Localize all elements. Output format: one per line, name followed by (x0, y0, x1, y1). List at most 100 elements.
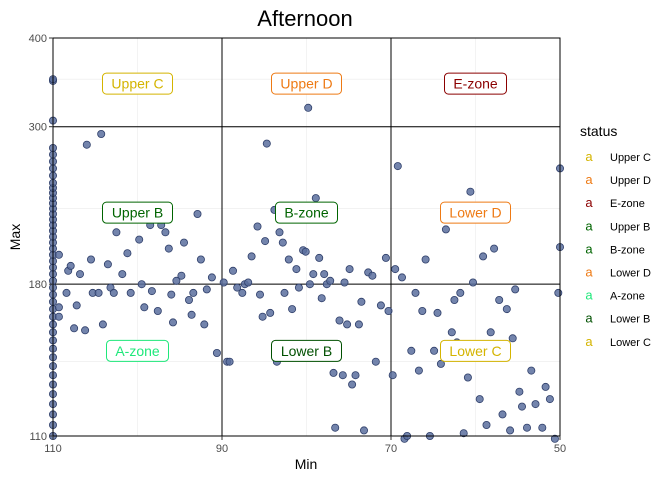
legend-key: a (585, 218, 593, 233)
plot-panel-border (52, 37, 561, 437)
legend-key: a (585, 265, 593, 280)
data-point (345, 265, 354, 274)
data-point (177, 271, 186, 280)
data-point (320, 270, 329, 279)
legend-item: a Lower C (585, 334, 651, 349)
zone-label: A-zone (106, 339, 169, 362)
chart-title: Afternoon (257, 6, 352, 31)
data-point (335, 316, 344, 325)
data-point (87, 255, 96, 264)
data-point (137, 280, 146, 289)
data-point (397, 273, 406, 282)
legend-label: Upper B (610, 221, 650, 233)
legend-title: status (580, 123, 617, 139)
data-point (288, 305, 297, 314)
data-point (255, 290, 264, 299)
legend-key: a (585, 288, 593, 303)
data-point (109, 288, 118, 297)
legend-label: Lower B (610, 314, 650, 326)
legend-label: Upper D (610, 175, 651, 187)
data-point (54, 312, 63, 321)
legend-label: B-zone (610, 244, 645, 256)
data-point (338, 371, 347, 380)
data-point (189, 288, 198, 297)
data-point (430, 346, 439, 355)
data-point (103, 260, 112, 269)
data-point (447, 328, 456, 337)
data-point (278, 238, 287, 247)
data-point (331, 423, 340, 432)
data-point (212, 348, 221, 357)
data-point (247, 252, 256, 261)
data-point (508, 334, 517, 343)
data-point (161, 228, 170, 237)
data-point (123, 249, 132, 258)
data-point (391, 265, 400, 274)
data-point (541, 382, 550, 391)
data-point (518, 402, 527, 411)
zone-label: Upper C (102, 72, 173, 95)
plot-panel-frame (52, 37, 561, 437)
data-point (407, 346, 416, 355)
grid-lines (52, 37, 561, 437)
legend-key: a (585, 241, 593, 256)
y-tick-label: 400 (29, 33, 47, 45)
data-point (376, 301, 385, 310)
data-point (418, 306, 427, 315)
data-point (329, 368, 338, 377)
x-tick-label: 90 (216, 443, 228, 455)
x-axis-label: Min (295, 456, 318, 472)
zone-label: B-zone (275, 201, 338, 224)
data-point (233, 283, 242, 292)
data-point (371, 357, 380, 366)
zone-label: Upper D (271, 72, 342, 95)
data-point (531, 400, 540, 409)
legend-key: a (585, 195, 593, 210)
data-point (393, 162, 402, 171)
data-point (359, 426, 368, 435)
zone-label: E-zone (444, 72, 507, 95)
legend-key: a (585, 334, 593, 349)
data-point (253, 222, 262, 231)
legend-key: a (585, 149, 593, 164)
data-point (82, 140, 91, 149)
legend-key: a (585, 311, 593, 326)
zone-label: Upper B (102, 201, 173, 224)
data-point (262, 139, 271, 148)
data-point (468, 278, 477, 287)
data-point (135, 235, 144, 244)
data-point (554, 288, 563, 297)
data-point (275, 228, 284, 237)
data-point (315, 253, 324, 262)
data-point (172, 276, 181, 285)
legend-label: Lower D (610, 268, 651, 280)
data-point (486, 328, 495, 337)
y-tick-label: 180 (29, 279, 47, 291)
data-point (284, 255, 293, 264)
zone-label-text: A-zone (115, 343, 160, 359)
legend-item: a B-zone (585, 241, 644, 256)
data-point (261, 237, 270, 246)
zone-label-box (102, 72, 173, 95)
legend-item: a Lower D (585, 265, 651, 280)
data-point (97, 129, 106, 138)
legend-item: a E-zone (585, 195, 644, 210)
zone-labels: Upper C Upper D E-zone Upper B B-zone Lower D… (102, 72, 511, 362)
zone-label-box (275, 201, 338, 224)
data-point (94, 288, 103, 297)
data-point (456, 288, 465, 297)
data-point (433, 308, 442, 317)
data-point (515, 387, 524, 396)
data-point (459, 429, 468, 438)
data-point (479, 252, 488, 261)
legend-label: E-zone (610, 198, 645, 210)
legend-item: a Upper B (585, 218, 650, 233)
data-point (228, 266, 237, 275)
data-point (118, 270, 127, 279)
zone-label: Lower B (271, 339, 342, 362)
data-point (311, 194, 320, 203)
zone-label-text: Lower C (449, 343, 501, 359)
x-axis-ticks: 110 90 70 50 (44, 436, 566, 455)
legend-item: a Upper C (585, 149, 651, 164)
